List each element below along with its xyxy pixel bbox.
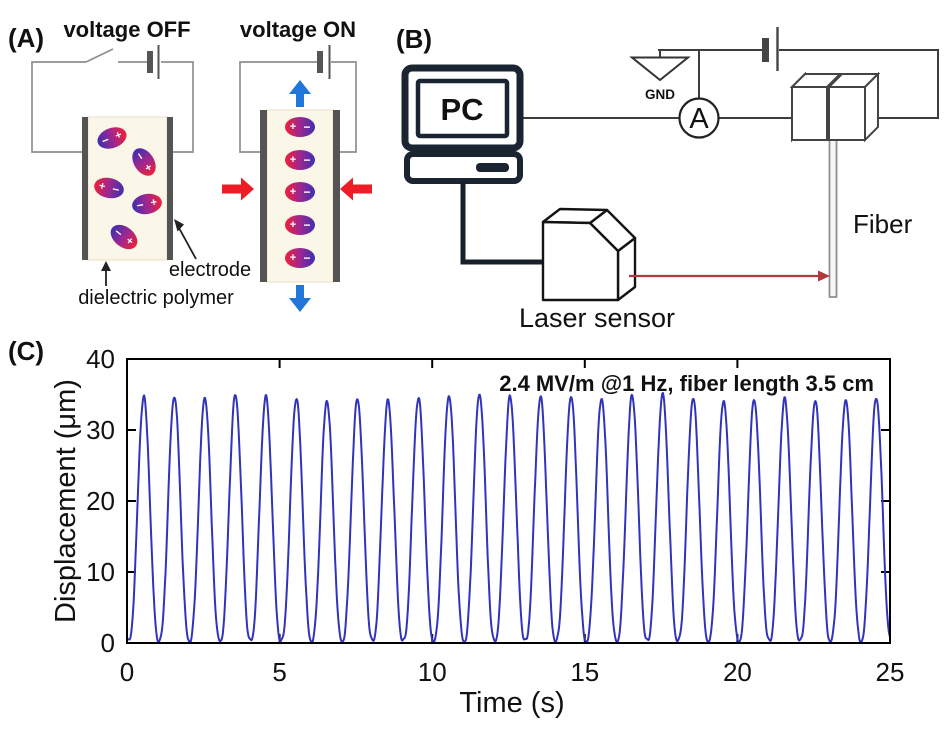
voltage-on-title: voltage ON [240,17,356,42]
top-loop-wire-right [779,49,939,119]
off-switch-blade [85,48,114,63]
on-electrode-right [333,110,340,282]
plus-sign: + [290,219,296,231]
dipole-ellipse: +− [285,150,315,170]
plus-sign: + [114,129,124,142]
x-tick-label: 20 [723,657,752,687]
dipole-ellipse: +− [285,215,315,235]
dipole-ellipse: +− [285,182,315,202]
panel-b-label: (B) [396,24,432,54]
displacement-curve [126,391,891,644]
battery-plate [762,38,769,62]
clamp-left-block [791,86,828,141]
laser-sensor-front-face [541,220,620,302]
pc-screen-icon [415,78,510,139]
ammeter-label: A [689,103,709,135]
off-electrode-right [167,117,173,260]
y-axis-label: Displacement (μm) [50,379,82,623]
plus-sign: + [290,121,296,133]
on-battery-plate [317,51,323,73]
laser-beam-arrowhead [818,270,830,282]
x-tick-label: 15 [570,657,599,687]
dipole-ellipse: +− [285,248,315,268]
plus-sign: + [290,252,296,264]
minus-sign: − [303,153,310,167]
panel-c-label: (C) [8,336,44,366]
clamp-right-block [828,86,866,141]
on-circuit-wire [239,61,317,153]
x-tick-label: 25 [876,657,905,687]
panel-a-label: (A) [8,23,44,53]
minus-sign: − [111,182,121,197]
fiber-label: Fiber [853,209,913,239]
ammeter-icon [678,97,720,139]
chart-frame [126,358,891,644]
minus-sign: − [303,251,310,265]
chart-annotation: 2.4 MV/m @1 Hz, fiber length 3.5 cm [499,371,874,396]
compress-right-arrow-icon [222,177,254,201]
ground-icon [629,56,691,82]
electrode-pointer-arrowhead [174,219,184,232]
y-tick-label: 0 [101,628,115,658]
voltage-off-title: voltage OFF [63,17,190,42]
plus-sign: + [290,186,296,198]
electrode-pointer-line [178,227,197,260]
compress-left-arrow-icon [340,177,372,201]
dipole-ellipse: +− [132,193,162,215]
x-axis-label: Time (s) [459,687,564,719]
plus-sign: + [141,162,155,174]
plus-sign: + [150,196,158,209]
y-tick-label: 20 [86,486,115,516]
minus-sign: − [303,218,310,232]
y-tick-label: 10 [86,557,115,587]
y-tick-label: 30 [86,415,115,445]
off-electrode-left [82,117,88,260]
electrode-label: electrode [169,259,251,281]
y-tick-label: 40 [86,344,115,374]
off-circuit-wire [31,61,86,153]
minus-sign: − [135,198,144,213]
off-circuit-wire3 [161,61,194,153]
x-tick-label: 0 [120,657,134,687]
dielectric-polymer-label: dielectric polymer [78,287,234,309]
x-tick-label: 10 [418,657,447,687]
off-dipoles: +−+−+ −+−+− [94,127,162,250]
pc-to-laser-cable [460,181,542,265]
on-dipoles: + −+ −+ −+ −+ − [285,117,315,268]
minus-sign: − [303,120,310,134]
minus-sign: − [303,185,310,199]
laser-sensor-label: Laser sensor [519,303,675,333]
plus-sign: + [290,154,296,166]
off-battery-plate [147,51,153,73]
dipole-ellipse: +− [285,117,315,137]
up-arrow-icon [289,80,311,107]
dipole-ellipse: +− [132,148,156,176]
dipole-ellipse: +− [110,224,138,250]
dipole-ellipse: +− [94,177,124,199]
plus-sign: + [98,180,107,193]
pc-drive-slot-icon [476,163,509,172]
down-arrow-icon [289,285,311,312]
x-tick-label: 5 [272,657,286,687]
gnd-label: GND [645,87,675,102]
polymer-pointer-arrowhead [101,261,111,271]
pc-label: PC [440,92,483,127]
minus-sign: − [100,133,111,149]
on-electrode-left [260,110,267,282]
on-circuit-wire2 [331,61,357,153]
dipole-ellipse: +− [97,127,127,149]
